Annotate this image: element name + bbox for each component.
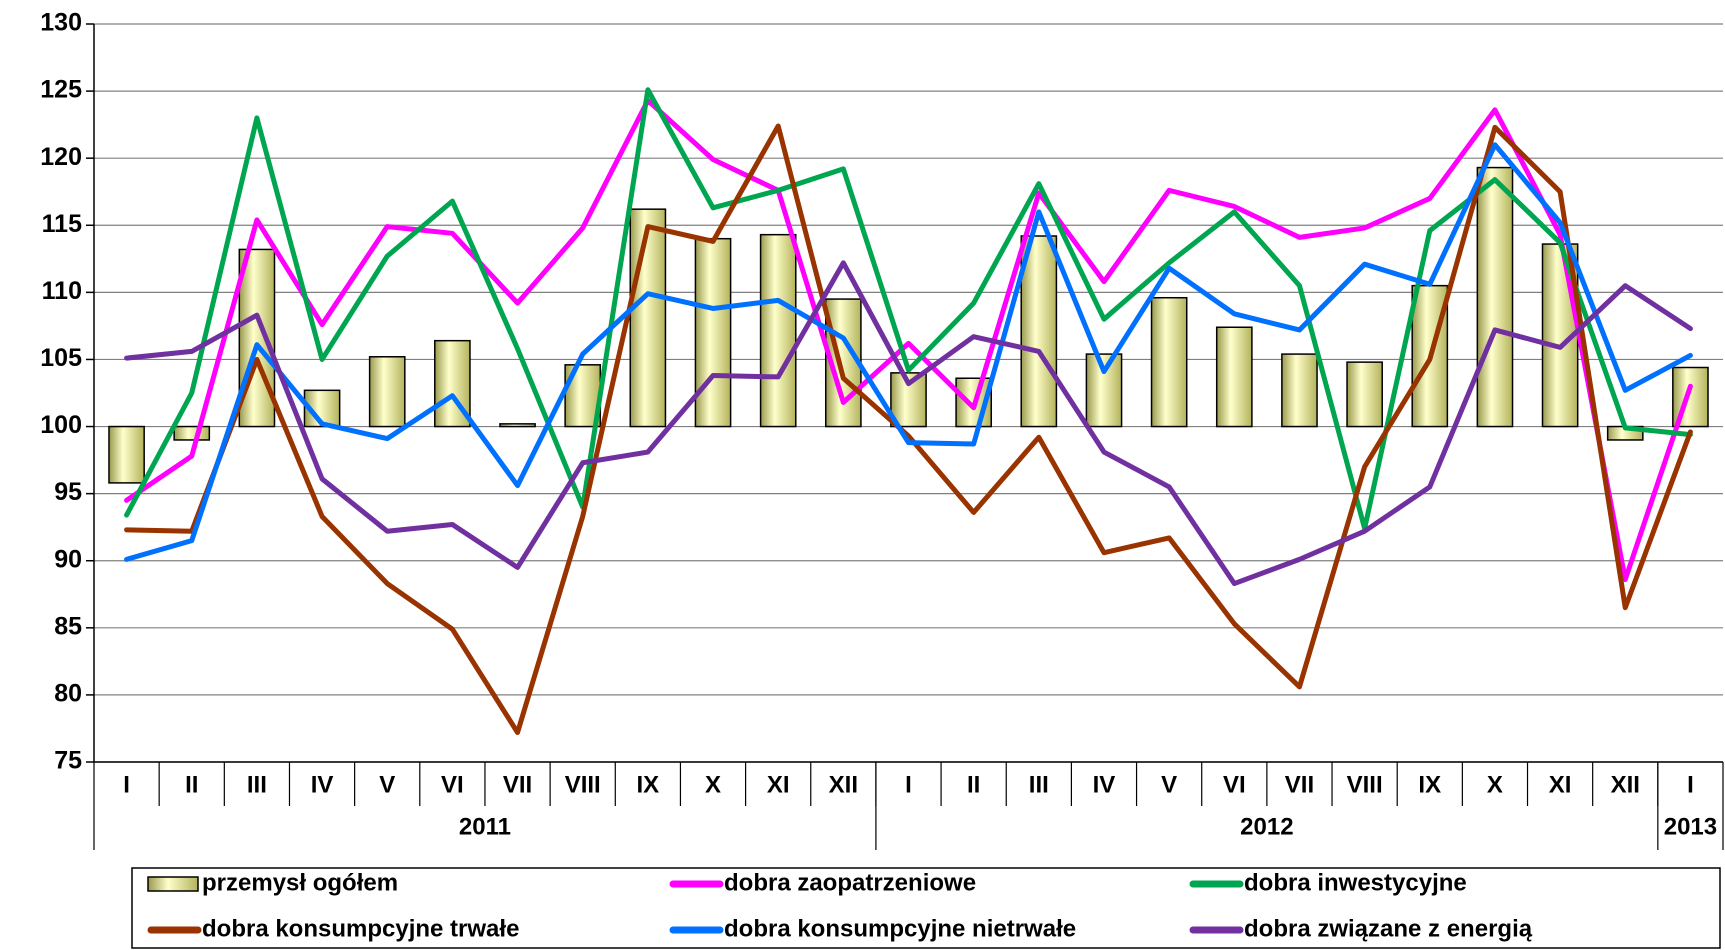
year-label: 2011 [459, 813, 511, 840]
x-tick-label: XII [829, 771, 858, 798]
bar [1281, 353, 1318, 428]
legend-label: dobra konsumpcyjne nietrwałe [724, 915, 1076, 942]
x-tick-label: XI [1549, 771, 1572, 798]
bar [238, 248, 276, 428]
bar [1346, 361, 1383, 428]
bar [694, 237, 732, 428]
x-tick-label: X [705, 771, 721, 798]
x-tick-label: IV [1093, 771, 1116, 798]
y-tick-label: 115 [42, 210, 82, 238]
y-tick-label: 110 [42, 277, 82, 305]
bar [1020, 235, 1058, 428]
y-tick-label: 125 [40, 76, 82, 104]
year-label: 2013 [1664, 813, 1717, 840]
x-tick-label: XII [1611, 771, 1640, 798]
year-label: 2012 [1240, 813, 1293, 840]
x-tick-label: IX [637, 771, 660, 798]
line-series [124, 142, 1693, 562]
y-tick-label: 120 [40, 143, 82, 171]
x-tick-label: II [967, 771, 980, 798]
x-tick-label: X [1487, 771, 1503, 798]
y-tick-label: 85 [54, 612, 82, 640]
x-tick-label: VII [503, 771, 532, 798]
x-tick-label: VIII [565, 771, 601, 798]
bar [1476, 166, 1514, 428]
legend-swatch [147, 876, 199, 892]
x-tick-label: V [1161, 771, 1177, 798]
x-tick-label: VIII [1347, 771, 1383, 798]
y-tick-label: 105 [40, 344, 82, 372]
x-tick-label: I [1687, 771, 1694, 798]
bar [368, 356, 406, 428]
x-tick-label: V [379, 771, 395, 798]
y-tick-label: 75 [54, 747, 82, 775]
legend-box [131, 867, 1721, 949]
bar [173, 425, 211, 441]
x-tick-label: VI [441, 771, 464, 798]
x-tick-label: III [1029, 771, 1049, 798]
y-tick-label: 95 [54, 478, 82, 506]
x-tick-label: XI [767, 771, 790, 798]
legend-label: dobra konsumpcyjne trwałe [202, 915, 519, 942]
bar [108, 425, 145, 484]
x-tick-label: III [247, 771, 267, 798]
y-tick-label: 100 [40, 411, 82, 439]
bar [1672, 366, 1709, 428]
y-tick-label: 130 [40, 9, 82, 37]
y-tick-label: 90 [54, 545, 82, 573]
x-tick-label: VII [1285, 771, 1314, 798]
bar [1150, 296, 1188, 428]
x-tick-label: I [905, 771, 912, 798]
bar [1215, 326, 1253, 428]
x-tick-label: IV [311, 771, 334, 798]
legend-label: dobra związane z energią [1244, 915, 1533, 942]
line-series [124, 123, 1693, 735]
bar [759, 233, 797, 428]
y-tick-label: 80 [54, 680, 82, 708]
line-series [124, 260, 1693, 587]
line-series [124, 87, 1693, 532]
x-tick-label: VI [1223, 771, 1246, 798]
x-tick-label: IX [1418, 771, 1441, 798]
line-series [124, 97, 1693, 583]
x-tick-label: I [123, 771, 130, 798]
bar [629, 208, 667, 428]
legend-label: przemysł ogółem [202, 869, 398, 896]
legend-label: dobra zaopatrzeniowe [724, 869, 976, 896]
legend-label: dobra inwestycyjne [1244, 869, 1467, 896]
x-tick-label: II [185, 771, 198, 798]
bar [499, 423, 536, 428]
